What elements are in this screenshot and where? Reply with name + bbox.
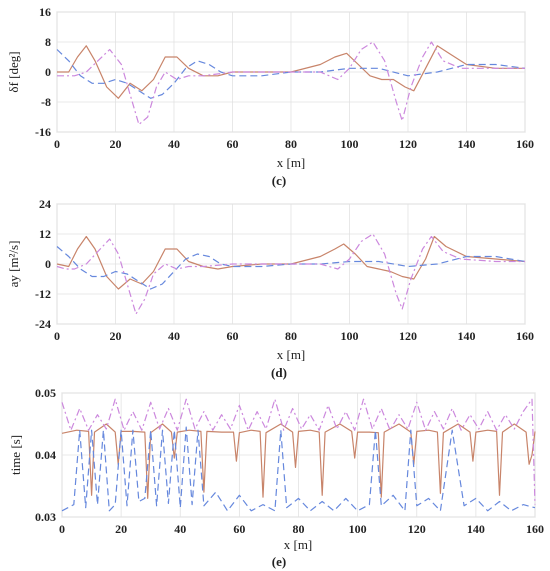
grid-e [61,392,536,518]
x-tick-label: 140 [467,522,485,536]
x-tick-label: 60 [227,329,239,343]
x-tick-labels-d: 0 20 40 60 80 100 120 140 160 [54,329,534,343]
y-axis-label-d: ay [m²/s] [6,241,21,288]
y-tick-label: 0 [45,65,51,79]
x-tick-label: 20 [115,522,127,536]
x-tick-label: 140 [458,329,476,343]
series-line-dashed [56,49,526,99]
x-tick-label: 160 [516,137,534,151]
panel-label-c: (c) [272,173,286,188]
y-tick-label: -12 [35,287,51,301]
y-tick-label: 12 [39,227,51,241]
y-tick-label: 8 [45,35,51,49]
x-tick-label: 0 [54,137,60,151]
y-tick-label: -8 [41,95,51,109]
panel-c: 0 20 40 60 80 100 120 140 160 -16 -8 0 8 16 x [m] δf… [6,5,534,188]
y-tick-label: 24 [39,197,51,211]
series-e [61,398,536,512]
x-tick-labels-c: 0 20 40 60 80 100 120 140 160 [54,137,534,151]
x-axis-label-d: x [m] [277,347,306,362]
x-tick-label: 20 [110,137,122,151]
series-line-dashdot [57,41,525,126]
series-d [56,233,526,315]
x-tick-label: 20 [110,329,122,343]
y-axis-label-e: time [s] [8,435,23,475]
x-tick-label: 80 [285,137,297,151]
x-tick-labels-e: 0 20 40 60 80 100 120 140 160 [59,522,544,536]
x-tick-label: 120 [399,137,417,151]
y-tick-label: 0.03 [35,510,56,524]
x-tick-label: 40 [168,329,180,343]
series-line-dashed [56,246,526,290]
y-tick-labels-d: -24 -12 0 12 24 [35,197,51,331]
x-tick-label: 40 [168,137,180,151]
y-tick-label: 0.05 [35,386,56,400]
panel-label-e: (e) [272,554,286,569]
x-axis-label-e: x [m] [284,537,313,552]
series-line-dashdot [56,233,525,315]
x-axis-label-c: x [m] [277,155,306,170]
y-tick-labels-c: -16 -8 0 8 16 [35,5,51,139]
series-line-dashed [61,426,536,512]
x-tick-label: 120 [408,522,426,536]
x-tick-label: 80 [285,329,297,343]
x-tick-label: 60 [227,137,239,151]
x-tick-label: 80 [293,522,305,536]
panel-label-d: (d) [271,365,287,380]
series-c [56,41,526,126]
x-tick-label: 120 [399,329,417,343]
y-axis-label-c: δf [deg] [6,51,21,92]
y-tick-label: 0.04 [35,448,56,462]
series-line-solid [61,423,536,499]
x-tick-label: 160 [516,329,534,343]
x-tick-label: 0 [54,329,60,343]
x-tick-label: 100 [349,522,367,536]
y-tick-label: -24 [35,317,51,331]
x-tick-label: 60 [233,522,245,536]
panel-e: 0 20 40 60 80 100 120 140 160 0.03 0.04 0.05 x [m]… [8,386,544,569]
x-tick-label: 140 [458,137,476,151]
y-tick-label: 0 [45,257,51,271]
x-tick-label: 160 [526,522,544,536]
y-tick-label: -16 [35,125,51,139]
x-tick-label: 100 [341,329,359,343]
grid-c [56,11,526,133]
x-tick-label: 0 [59,522,65,536]
y-tick-label: 16 [39,5,51,19]
series-line-dashdot [61,398,536,505]
x-tick-label: 40 [174,522,186,536]
y-tick-labels-e: 0.03 0.04 0.05 [35,386,56,524]
x-tick-label: 100 [341,137,359,151]
